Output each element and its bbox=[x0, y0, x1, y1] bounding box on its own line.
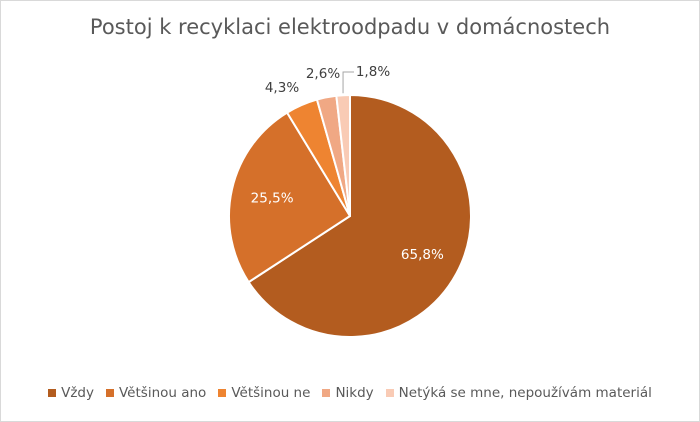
legend: Vždy Většinou ano Většinou ne Nikdy Netý… bbox=[1, 385, 699, 401]
chart-title: Postoj k recyklaci elektroodpadu v domác… bbox=[89, 15, 611, 39]
legend-swatch bbox=[218, 389, 227, 397]
legend-label: Nikdy bbox=[335, 385, 374, 401]
legend-item-netyka-se-mne: Netýká se mne, nepoužívám materiál bbox=[385, 385, 652, 401]
pie-slice-netyka-se-mne bbox=[335, 94, 351, 217]
legend-item-vetsinou-ano: Většinou ano bbox=[106, 385, 206, 401]
legend-label: Většinou ne bbox=[231, 385, 311, 401]
data-label-vzdy: 65,8% bbox=[401, 247, 444, 263]
legend-swatch bbox=[322, 389, 331, 397]
pie-slice-vzdy bbox=[247, 94, 472, 338]
legend-label: Netýká se mne, nepoužívám materiál bbox=[398, 385, 652, 401]
legend-swatch bbox=[48, 389, 57, 397]
data-label-vetsinou-ano: 25,5% bbox=[251, 190, 294, 206]
leader-line-netyka-se-mne bbox=[342, 71, 354, 94]
legend-label: Vždy bbox=[61, 385, 94, 401]
data-label-vetsinou-ne: 4,3% bbox=[265, 80, 299, 96]
pie-slice-vetsinou-ano bbox=[228, 111, 351, 284]
legend-item-vzdy: Vždy bbox=[48, 385, 94, 401]
legend-swatch bbox=[106, 389, 114, 397]
data-label-nikdy: 2,6% bbox=[306, 66, 340, 82]
legend-label: Většinou ano bbox=[119, 385, 207, 401]
data-label-netyka-se-mne: 1,8% bbox=[356, 64, 390, 80]
legend-swatch bbox=[385, 389, 394, 397]
legend-item-nikdy: Nikdy bbox=[322, 385, 374, 401]
legend-item-vetsinou-ne: Většinou ne bbox=[218, 385, 310, 401]
